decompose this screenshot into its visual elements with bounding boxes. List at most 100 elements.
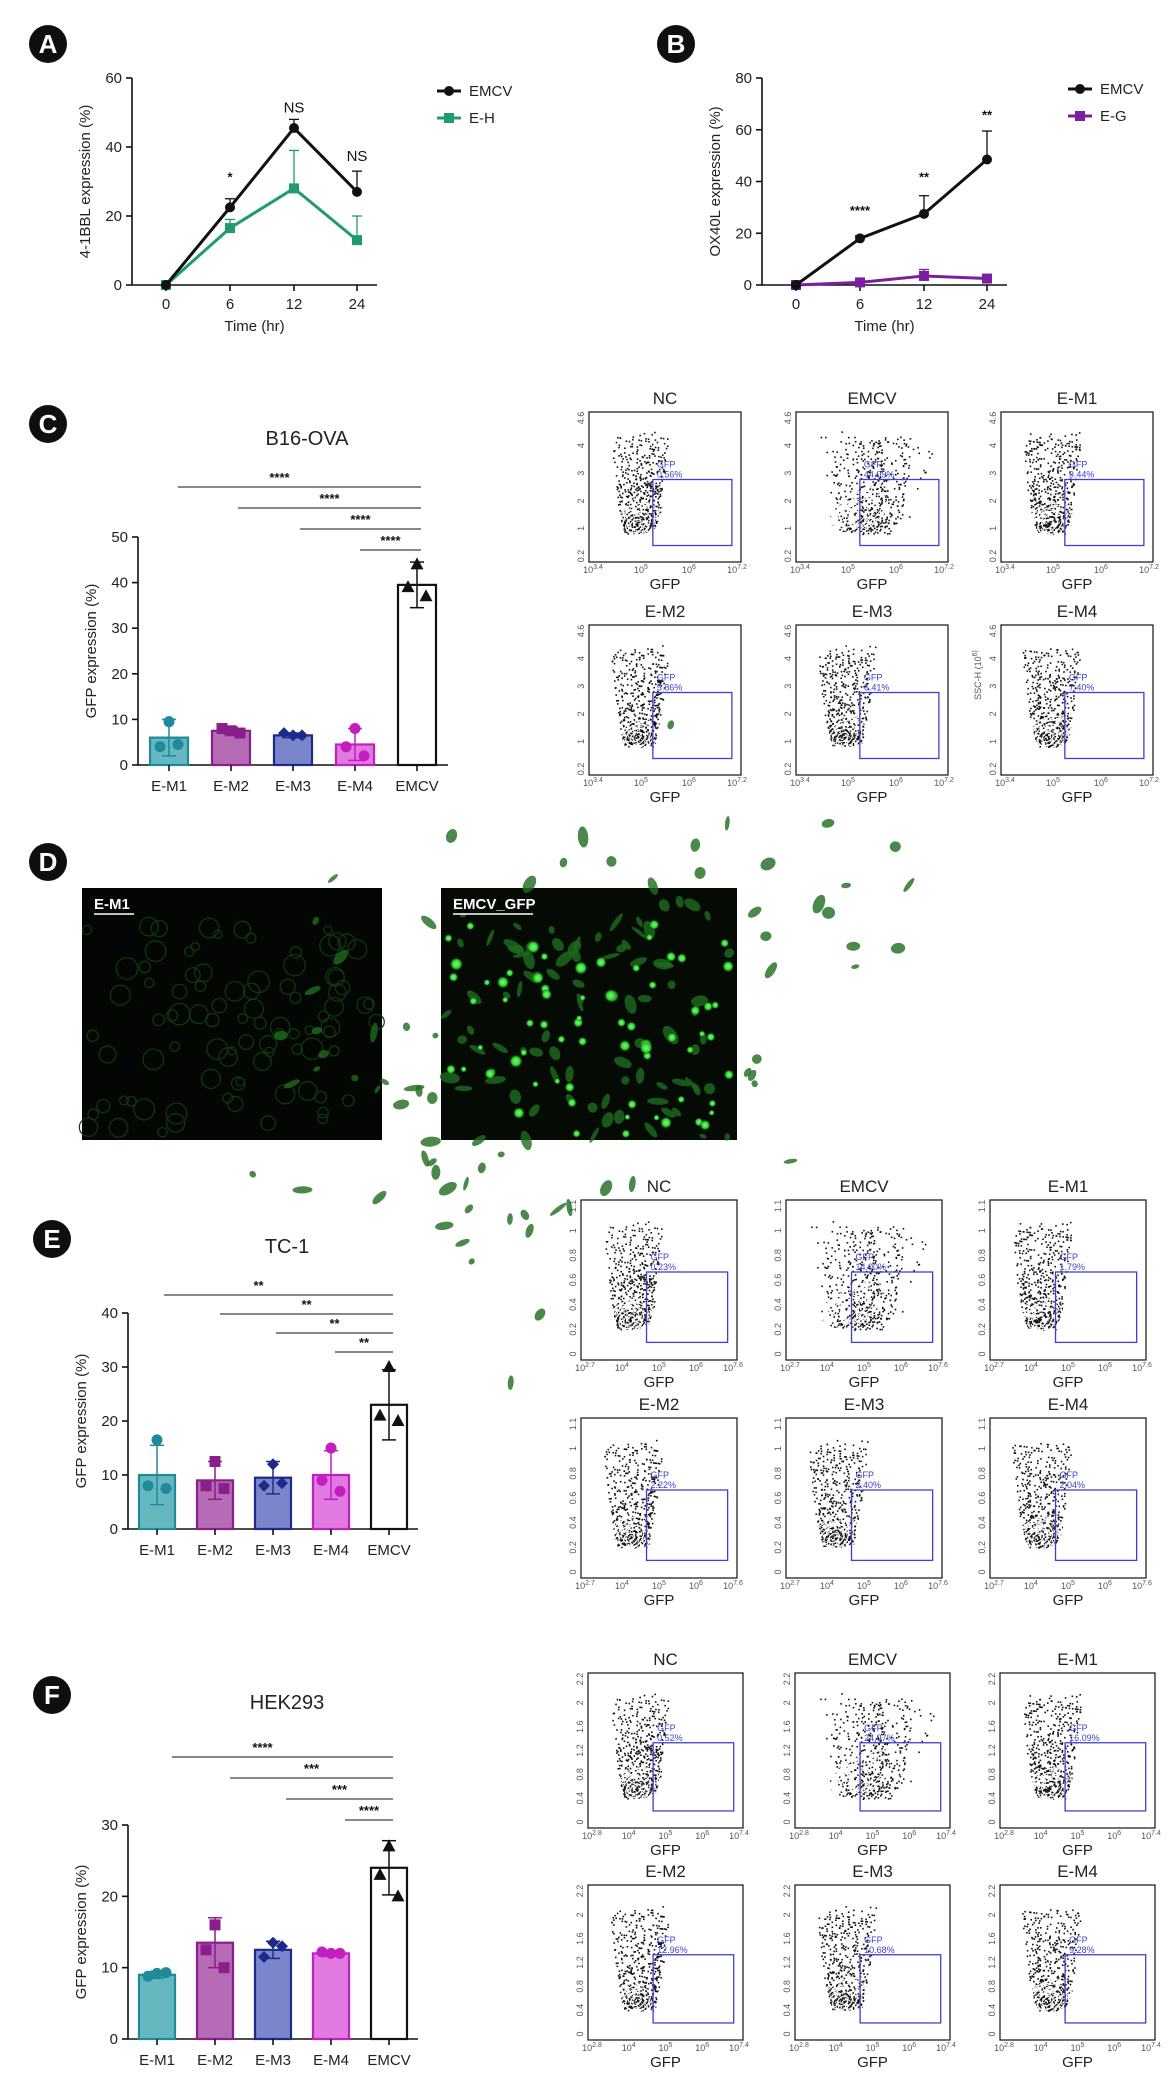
flow-event: [637, 735, 639, 738]
flow-event: [626, 1261, 629, 1264]
flow-event: [1034, 1281, 1036, 1284]
flow-event: [853, 682, 856, 685]
flow-event-cloud: [612, 431, 669, 535]
flow-event: [1073, 467, 1075, 470]
flow-event: [1033, 660, 1036, 663]
flow-event: [1043, 524, 1046, 527]
flow-event: [861, 506, 864, 508]
flow-event: [655, 505, 657, 508]
flow-event: [1025, 1281, 1028, 1283]
flow-y-tick: 4.6: [783, 412, 793, 425]
flow-plot-title: E-M1: [1057, 389, 1098, 408]
flow-event: [1047, 1279, 1050, 1282]
flow-event: [1049, 676, 1051, 678]
flow-event: [630, 732, 633, 735]
flow-event: [883, 480, 886, 482]
flow-event: [1048, 1253, 1051, 1256]
flow-event: [644, 1314, 646, 1316]
flow-event: [1024, 657, 1027, 659]
flow-event: [633, 729, 636, 731]
flow-event: [1024, 1302, 1027, 1305]
flow-event: [1031, 1283, 1033, 1286]
flow-event: [895, 1257, 898, 1260]
flow-event: [637, 472, 639, 475]
flow-event: [1061, 702, 1064, 704]
flow-event: [1059, 654, 1062, 656]
flow-event: [645, 731, 648, 733]
flow-event: [638, 685, 641, 687]
flow-event: [853, 723, 855, 725]
flow-event: [860, 721, 863, 723]
flow-event: [1046, 517, 1049, 520]
flow-event: [845, 1309, 848, 1311]
flow-event: [627, 489, 630, 491]
flow-event: [637, 1245, 640, 1247]
flow-x-tick: 107.6: [928, 1362, 948, 1373]
flow-event: [648, 454, 651, 457]
flow-event: [626, 1321, 629, 1324]
flow-event: [1032, 491, 1035, 493]
flow-event: [649, 482, 652, 484]
flow-event: [650, 715, 653, 717]
flow-event: [820, 672, 822, 675]
flow-event: [647, 729, 650, 732]
flow-event: [854, 687, 857, 689]
flow-event: [653, 701, 656, 704]
flow-event: [1062, 692, 1064, 695]
flow-event: [838, 1261, 841, 1264]
flow-event: [653, 448, 656, 451]
flow-event: [1053, 529, 1056, 531]
flow-event: [1055, 490, 1057, 492]
flow-event: [869, 645, 872, 648]
flow-event: [849, 498, 852, 500]
y-tick-label: 10: [101, 1960, 118, 1977]
flow-event: [858, 1285, 860, 1288]
flow-event: [624, 529, 627, 532]
flow-event: [842, 1326, 845, 1329]
flow-event: [852, 676, 854, 678]
flow-event: [847, 524, 850, 527]
flow-event: [849, 490, 852, 493]
flow-event: [1044, 491, 1047, 493]
flow-event: [888, 1233, 891, 1235]
replicate-point: [209, 1919, 221, 1931]
flow-event: [648, 732, 650, 735]
flow-event: [848, 1290, 850, 1293]
flow-event: [1047, 506, 1050, 508]
flow-event: [902, 504, 905, 506]
flow-event: [1032, 662, 1034, 665]
data-point: [352, 186, 362, 197]
flow-event: [846, 694, 849, 696]
replicate-point: [200, 1944, 212, 1956]
flow-event: [873, 532, 875, 535]
flow-event: [622, 684, 625, 687]
flow-event: [640, 729, 643, 732]
flow-event: [821, 684, 823, 687]
flow-event: [857, 735, 860, 738]
flow-event: [630, 458, 632, 461]
flow-event: [835, 507, 837, 510]
flow-event: [1035, 503, 1038, 505]
flow-event: [630, 488, 632, 491]
significance-label: ****: [380, 533, 401, 548]
flow-event: [621, 1256, 624, 1259]
replicate-point: [410, 557, 424, 570]
significance-label: ****: [252, 1740, 273, 1755]
flow-event: [1055, 443, 1057, 446]
flow-event: [856, 482, 858, 485]
flow-event: [833, 684, 836, 687]
flow-event: [638, 521, 641, 524]
flow-event: [840, 713, 843, 715]
flow-event: [663, 470, 666, 473]
flow-event: [1016, 1274, 1019, 1276]
flow-event: [640, 1273, 642, 1276]
flow-event: [634, 530, 637, 533]
flow-event: [884, 1297, 886, 1300]
flow-event: [1039, 436, 1042, 439]
flow-event: [1033, 1271, 1035, 1274]
flow-event: [839, 691, 842, 693]
flow-event: [628, 704, 631, 707]
flow-event: [1068, 728, 1070, 731]
flow-event: [656, 651, 659, 654]
